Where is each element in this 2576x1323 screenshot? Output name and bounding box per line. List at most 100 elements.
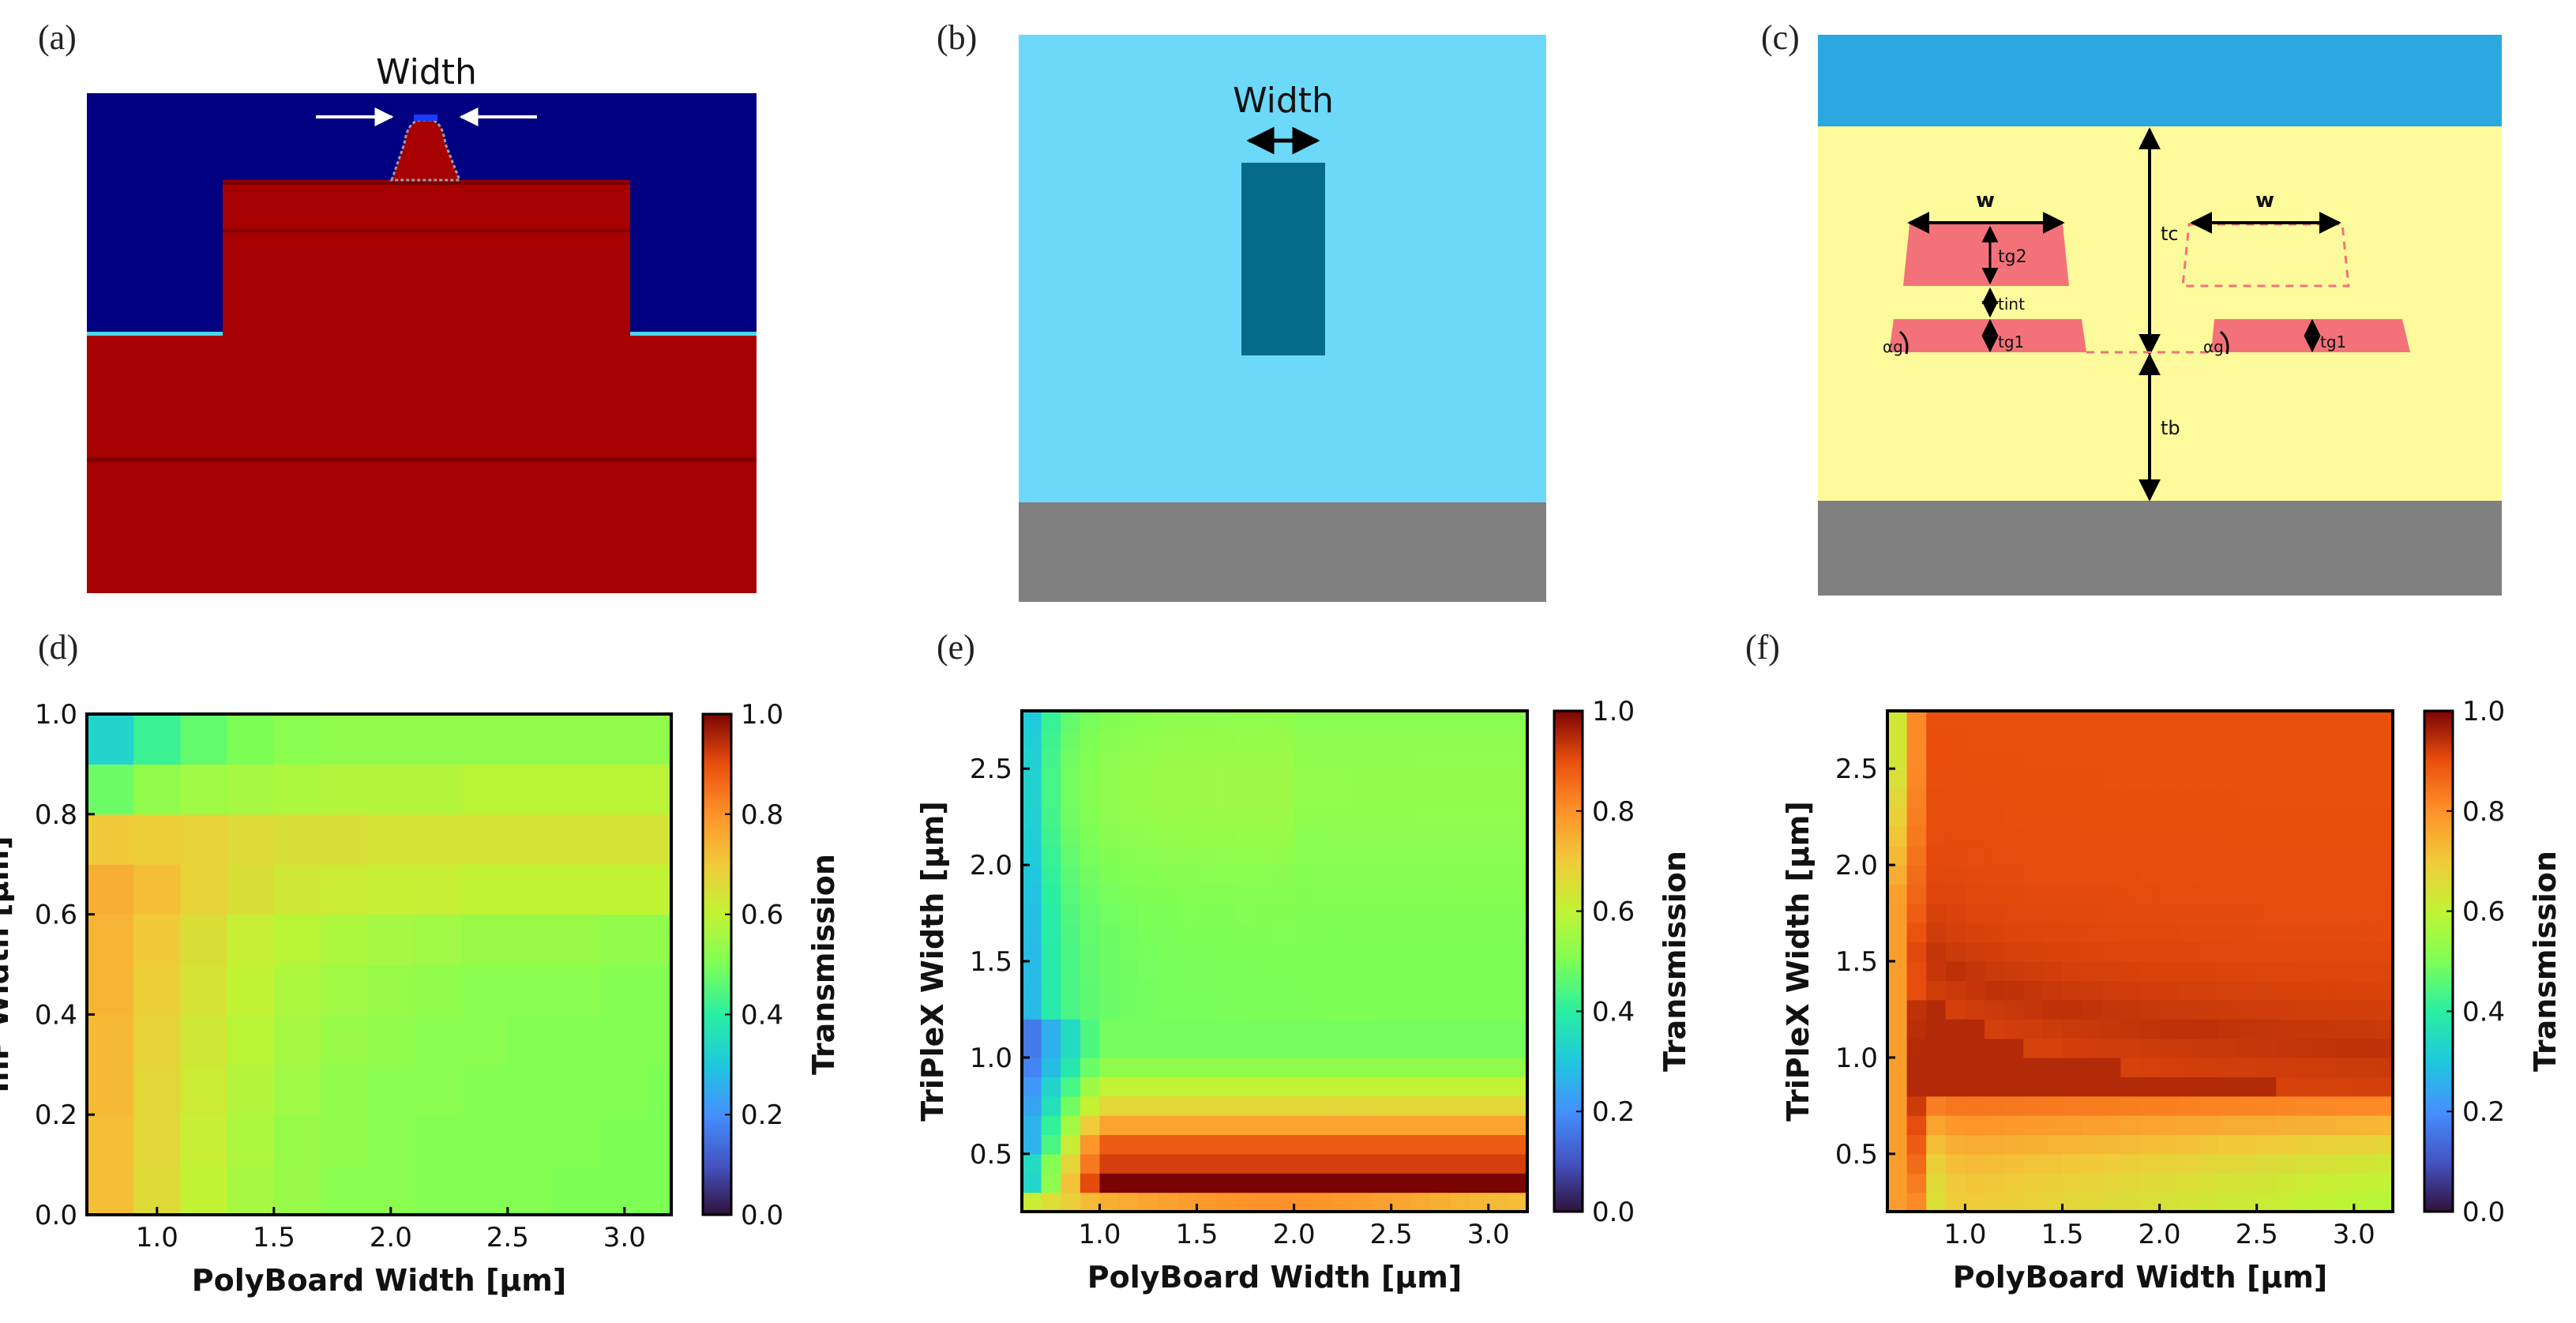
heatmap-cell [2042,961,2063,981]
panel-label-f: (f) [1745,628,1780,667]
heatmap-cell [2159,749,2180,769]
heatmap-cell [1275,826,1295,847]
heatmap-cell [1985,923,2005,943]
heatmap-cell [1887,1057,1908,1077]
heatmap-cell [648,764,672,815]
heatmap-cell [1488,1134,1508,1155]
heatmap-cell [133,1164,181,1216]
heatmap-cell [1216,730,1237,750]
y-tick-label: 1.5 [1835,946,1878,978]
heatmap-cell [1945,865,1966,885]
heatmap-cell [1391,1038,1411,1058]
heatmap-cell [1313,711,1334,731]
heatmap-cell [2159,1096,2180,1116]
heatmap-cell [460,764,509,815]
heatmap-cell [2042,884,2063,904]
heatmap-cell [1255,1057,1275,1077]
heatmap-cell [2023,923,2044,943]
heatmap-cell [1410,806,1431,827]
heatmap-cell [2198,1134,2219,1155]
heatmap-cell [1985,1096,2005,1116]
heatmap-cell [1158,1192,1178,1212]
heatmap-cell [554,1114,602,1166]
heatmap-cell [1945,884,1966,904]
heatmap-cell [2334,806,2355,827]
heatmap-cell [2237,1019,2258,1039]
heatmap-cell [2353,749,2374,769]
heatmap-cell [2198,749,2219,769]
heatmap-cell [507,764,555,815]
heatmap-cell [648,814,672,865]
heatmap-cell [1449,1153,1470,1174]
poly-substrate [1818,501,2502,596]
colorbar-tick-label: 1.0 [2462,696,2505,727]
heatmap-cell [507,1014,555,1066]
heatmap-cell [1177,1192,1198,1212]
heatmap-cell [2003,806,2024,827]
heatmap-cell [1945,1192,1966,1212]
heatmap-cell [1945,1019,1966,1039]
heatmap-cell [2217,1115,2238,1136]
heatmap-cell [2373,730,2394,750]
heatmap-cell [2353,826,2374,847]
heatmap-cell [1119,711,1140,731]
heatmap-cell [2276,1134,2296,1155]
heatmap-cell [2179,1192,2199,1212]
heatmap-cell [2042,730,2063,750]
heatmap-cell [2373,1019,2394,1039]
heatmap-cell [1061,999,1081,1020]
heatmap-cell [1488,1192,1508,1212]
heatmap-cell [2295,1096,2316,1116]
heatmap-cell [2373,826,2394,847]
heatmap-cell [2042,787,2063,808]
heatmap-cell [2023,1153,2044,1174]
heatmap-cell [1080,923,1101,943]
heatmap-cell [1138,999,1158,1020]
heatmap-cell [2334,826,2355,847]
y-axis-label: TriPleX Width [μm] [915,801,950,1122]
heatmap-cell [1235,1096,1256,1116]
heatmap-cell [2023,730,2044,750]
heatmap-cell [2353,865,2374,885]
heatmap-cell [2003,1019,2024,1039]
heatmap-cell [1906,942,1927,962]
heatmap-cell [227,764,275,815]
heatmap-cell [1255,923,1275,943]
heatmap-cell [1985,903,2005,923]
heatmap-cell [2140,1038,2161,1058]
heatmap-cell [1429,806,1451,827]
heatmap-cell [1041,826,1061,847]
heatmap-cell [1449,1057,1470,1077]
heatmap-cell [1488,1019,1508,1039]
heatmap-cell [601,864,648,915]
heatmap-cell [1410,1134,1431,1155]
heatmap-cell [2179,999,2199,1020]
heatmap-cell [227,1114,275,1166]
heatmap-cell [1196,1057,1217,1077]
heatmap-cell [1926,806,1947,827]
heatmap-cell [1196,999,1217,1020]
heatmap-cell [1985,942,2005,962]
heatmap-cell [2315,769,2335,789]
heatmap-cell [1099,749,1120,769]
heatmap-cell [1138,769,1158,789]
heatmap-cell [1429,1096,1451,1116]
heatmap-cell [2120,806,2141,827]
heatmap-cell [321,914,368,965]
heatmap-cell [2256,961,2277,981]
heatmap-cell [1275,923,1295,943]
colorbar-label: Transmission [806,854,841,1075]
heatmap-cell [1119,942,1140,962]
heatmap-cell [2062,787,2082,808]
heatmap-cell [1965,1115,1985,1136]
heatmap-cell [2062,923,2082,943]
heatmap-cell [1469,806,1489,827]
heatmap-cell [460,1064,509,1115]
heatmap-cell [1449,826,1470,847]
heatmap-cells [1022,711,1528,1212]
heatmap-cell [1352,1057,1372,1077]
heatmap-cell [1332,1134,1354,1155]
colorbar-tick-label: 0.2 [1592,1096,1635,1128]
heatmap-cell [1945,1173,1966,1193]
heatmap-cell [1216,1057,1237,1077]
